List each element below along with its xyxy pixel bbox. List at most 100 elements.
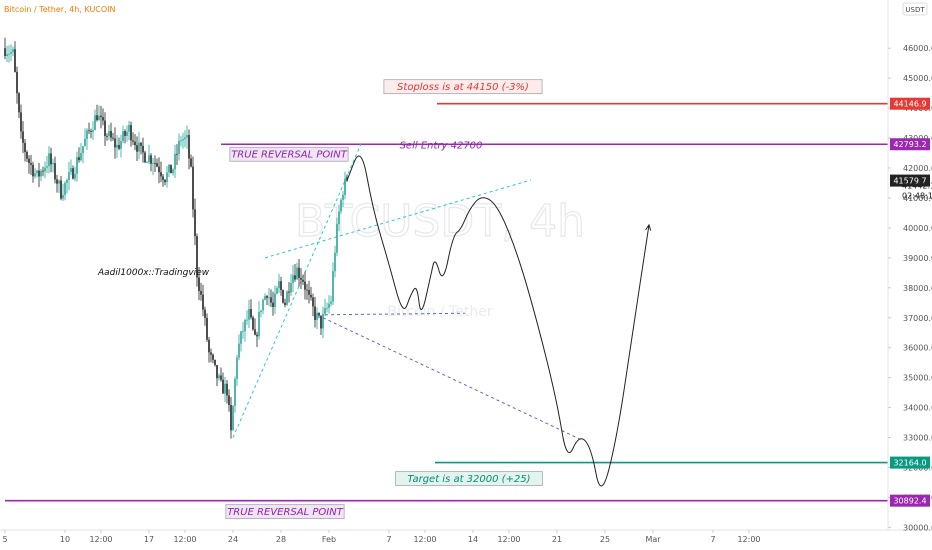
- candle: [144, 150, 146, 164]
- candle: [22, 121, 24, 154]
- candle: [160, 161, 162, 183]
- candle: [288, 282, 290, 303]
- countdown-time: 02:48:15: [902, 192, 932, 201]
- time-axis[interactable]: 5 10 12:00 17 12:00 24 28 Feb 7 12:00 14 12:00 21 25 M…: [2, 530, 761, 544]
- candle: [10, 44, 12, 62]
- candle-body: [36, 170, 38, 174]
- candle: [308, 280, 310, 304]
- candle: [314, 296, 316, 328]
- candle: [266, 295, 268, 306]
- candle-body: [316, 312, 318, 321]
- candle: [80, 142, 82, 162]
- candle-body: [306, 289, 308, 291]
- candle: [152, 157, 154, 176]
- candle-body: [150, 155, 152, 164]
- candle: [148, 144, 150, 165]
- candle-body: [170, 164, 172, 174]
- candle-body: [128, 125, 130, 132]
- x-tick-label: Mar: [645, 535, 661, 544]
- candle-body: [286, 291, 288, 306]
- y-tick-label: 30000.0: [903, 523, 932, 532]
- candle: [46, 155, 48, 173]
- candle: [276, 286, 278, 295]
- candle: [100, 105, 102, 129]
- candle: [108, 124, 110, 141]
- candle-body: [204, 309, 206, 318]
- candle: [158, 157, 160, 184]
- candle-body: [40, 170, 42, 177]
- candle: [254, 318, 256, 336]
- candle-body: [118, 144, 120, 149]
- candle-body: [32, 164, 34, 177]
- candles: [4, 37, 348, 439]
- candle: [140, 142, 142, 155]
- candle-body: [12, 49, 14, 53]
- candle: [278, 273, 280, 293]
- price-tag-bg: [890, 138, 930, 151]
- candle-body: [156, 163, 158, 167]
- candle-body: [22, 131, 24, 143]
- candle: [250, 299, 252, 320]
- candle-body: [252, 317, 254, 330]
- candle-body: [114, 138, 116, 148]
- candle-body: [240, 331, 242, 344]
- price-tag-label: 42793.2: [893, 140, 926, 149]
- candle: [334, 245, 336, 278]
- candle: [186, 125, 188, 149]
- price-tag-stoploss: 44146.9: [890, 97, 930, 110]
- candle: [180, 135, 182, 147]
- candle-body: [272, 302, 274, 307]
- candle: [222, 372, 224, 394]
- candle-body: [146, 162, 148, 163]
- candle: [198, 266, 200, 301]
- candle-body: [80, 152, 82, 161]
- candle-body: [52, 163, 54, 165]
- candle: [34, 168, 36, 179]
- candle: [196, 233, 198, 287]
- candle-body: [100, 115, 102, 118]
- price-axis[interactable]: 46000.045000.044000.043000.042000.041000…: [888, 44, 932, 532]
- candle: [132, 132, 134, 145]
- candle: [194, 198, 196, 246]
- candle: [274, 285, 276, 314]
- currency-label: USDT: [905, 6, 925, 14]
- currency-badge[interactable]: USDT: [902, 2, 928, 16]
- candle: [12, 46, 14, 57]
- candle: [178, 133, 180, 161]
- candle-body: [132, 140, 134, 142]
- candle-body: [186, 135, 188, 138]
- y-tick-label: 45000.0: [903, 74, 932, 83]
- candle: [312, 293, 314, 317]
- candle: [110, 122, 112, 142]
- candle: [238, 334, 240, 361]
- candle: [78, 147, 80, 163]
- candle-body: [68, 171, 70, 181]
- candle-body: [344, 178, 346, 195]
- x-tick-label: 7: [710, 535, 715, 544]
- level-label-stoploss: Stoploss is at 44150 (-3%): [383, 79, 543, 95]
- candle: [4, 37, 6, 60]
- candle: [102, 108, 104, 126]
- candle-body: [106, 135, 108, 137]
- annotation-labels: Stoploss is at 44150 (-3%) TRUE REVERSAL …: [225, 79, 543, 520]
- candle: [170, 164, 172, 174]
- candle: [204, 306, 206, 326]
- candle: [20, 104, 22, 139]
- candle: [242, 322, 244, 339]
- candle-body: [18, 93, 20, 113]
- candle: [146, 161, 148, 163]
- candle: [56, 174, 58, 193]
- level-label-target: Target is at 32000 (+25): [395, 471, 543, 486]
- candle: [342, 191, 344, 208]
- candle-body: [120, 141, 122, 149]
- candle-body: [130, 125, 132, 141]
- price-tag-bg: [890, 97, 930, 110]
- current-price-bg: [890, 174, 930, 187]
- candle-body: [260, 310, 262, 312]
- candle: [246, 310, 248, 325]
- candle: [216, 364, 218, 387]
- candle: [190, 154, 192, 168]
- candle: [228, 389, 230, 412]
- candle-body: [178, 140, 180, 155]
